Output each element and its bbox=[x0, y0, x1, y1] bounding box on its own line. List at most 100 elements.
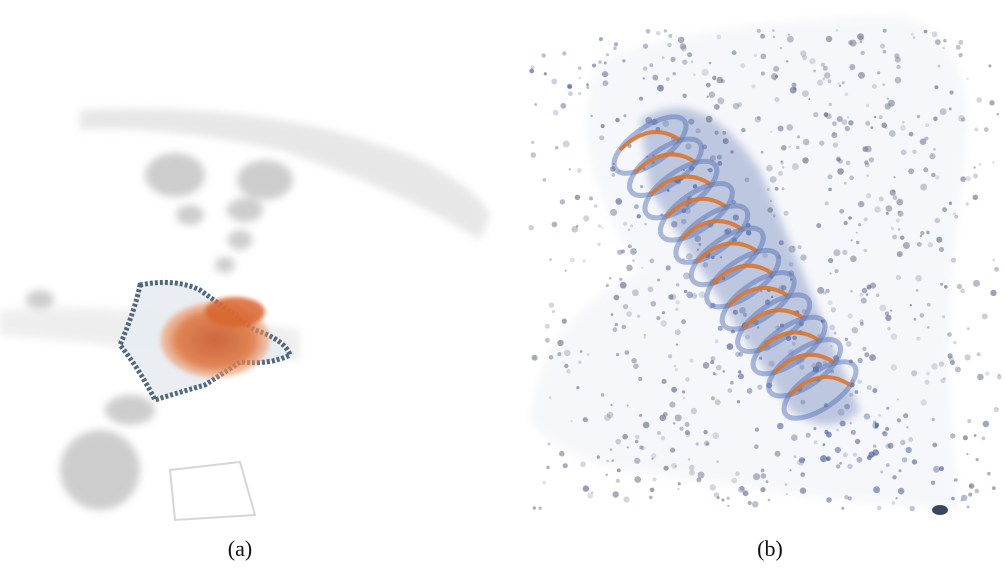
texture bbox=[844, 404, 850, 410]
texture bbox=[533, 506, 536, 509]
texture bbox=[586, 86, 589, 89]
texture bbox=[835, 447, 841, 453]
texture bbox=[857, 457, 863, 463]
texture bbox=[634, 458, 640, 464]
texture bbox=[820, 455, 827, 462]
texture bbox=[668, 34, 672, 38]
texture bbox=[562, 319, 567, 324]
texture bbox=[885, 443, 890, 448]
texture bbox=[958, 115, 965, 122]
texture bbox=[849, 64, 855, 70]
texture bbox=[651, 453, 656, 458]
texture bbox=[735, 352, 740, 357]
texture bbox=[882, 431, 885, 434]
texture bbox=[601, 393, 605, 397]
texture bbox=[549, 258, 552, 261]
texture bbox=[916, 289, 919, 292]
texture bbox=[966, 453, 968, 455]
texture bbox=[767, 207, 773, 213]
texture bbox=[791, 434, 798, 441]
texture bbox=[688, 458, 690, 460]
texture bbox=[927, 326, 930, 329]
texture bbox=[841, 507, 844, 510]
texture bbox=[531, 65, 535, 69]
texture bbox=[880, 305, 887, 312]
texture bbox=[611, 459, 614, 462]
texture bbox=[924, 30, 928, 34]
texture bbox=[845, 126, 850, 131]
texture bbox=[735, 471, 740, 476]
texture bbox=[949, 202, 952, 205]
texture bbox=[599, 37, 603, 41]
texture bbox=[825, 201, 829, 205]
texture bbox=[627, 405, 629, 407]
texture bbox=[611, 313, 614, 316]
texture bbox=[661, 436, 665, 440]
texture bbox=[613, 327, 618, 332]
caption: (a) bbox=[228, 536, 252, 561]
texture bbox=[681, 319, 686, 324]
texture bbox=[800, 50, 806, 56]
texture bbox=[931, 173, 936, 178]
texture bbox=[910, 506, 915, 511]
texture bbox=[800, 488, 806, 494]
texture bbox=[834, 269, 838, 273]
texture bbox=[592, 64, 596, 68]
texture bbox=[666, 265, 671, 270]
texture bbox=[727, 497, 730, 500]
texture bbox=[681, 45, 687, 51]
texture bbox=[917, 115, 920, 118]
texture bbox=[914, 318, 917, 321]
texture bbox=[643, 44, 648, 49]
texture bbox=[931, 363, 937, 369]
texture bbox=[662, 379, 667, 384]
texture bbox=[733, 103, 739, 109]
texture bbox=[704, 441, 710, 447]
texture bbox=[564, 364, 568, 368]
texture bbox=[866, 293, 869, 296]
texture bbox=[826, 36, 832, 42]
texture bbox=[813, 427, 816, 430]
texture bbox=[852, 327, 858, 333]
texture bbox=[775, 187, 779, 191]
texture bbox=[819, 141, 824, 146]
texture bbox=[753, 473, 760, 480]
texture bbox=[707, 96, 709, 98]
texture bbox=[745, 178, 750, 183]
texture bbox=[828, 188, 832, 192]
texture bbox=[731, 478, 737, 484]
texture bbox=[589, 196, 593, 200]
texture bbox=[949, 356, 954, 361]
texture bbox=[965, 202, 969, 206]
texture bbox=[633, 364, 639, 370]
texture bbox=[601, 227, 603, 229]
texture bbox=[687, 52, 692, 57]
texture bbox=[696, 442, 699, 445]
texture bbox=[889, 130, 896, 137]
texture bbox=[989, 100, 994, 105]
texture bbox=[577, 168, 582, 173]
texture bbox=[916, 337, 920, 341]
texture bbox=[960, 288, 965, 293]
texture bbox=[542, 53, 546, 57]
texture bbox=[723, 370, 726, 373]
texture bbox=[706, 83, 711, 88]
texture bbox=[786, 124, 793, 131]
texture bbox=[950, 90, 954, 94]
texture bbox=[623, 114, 626, 117]
texture bbox=[730, 381, 734, 385]
texture bbox=[953, 341, 956, 344]
texture bbox=[598, 60, 601, 63]
texture bbox=[713, 372, 716, 375]
texture bbox=[691, 61, 693, 63]
texture bbox=[583, 417, 588, 422]
texture bbox=[936, 237, 942, 243]
texture bbox=[840, 421, 846, 427]
texture bbox=[846, 341, 852, 347]
texture bbox=[778, 126, 784, 132]
texture bbox=[553, 110, 559, 116]
texture bbox=[745, 335, 750, 340]
texture bbox=[865, 121, 870, 126]
texture bbox=[816, 223, 821, 228]
texture bbox=[531, 152, 537, 158]
